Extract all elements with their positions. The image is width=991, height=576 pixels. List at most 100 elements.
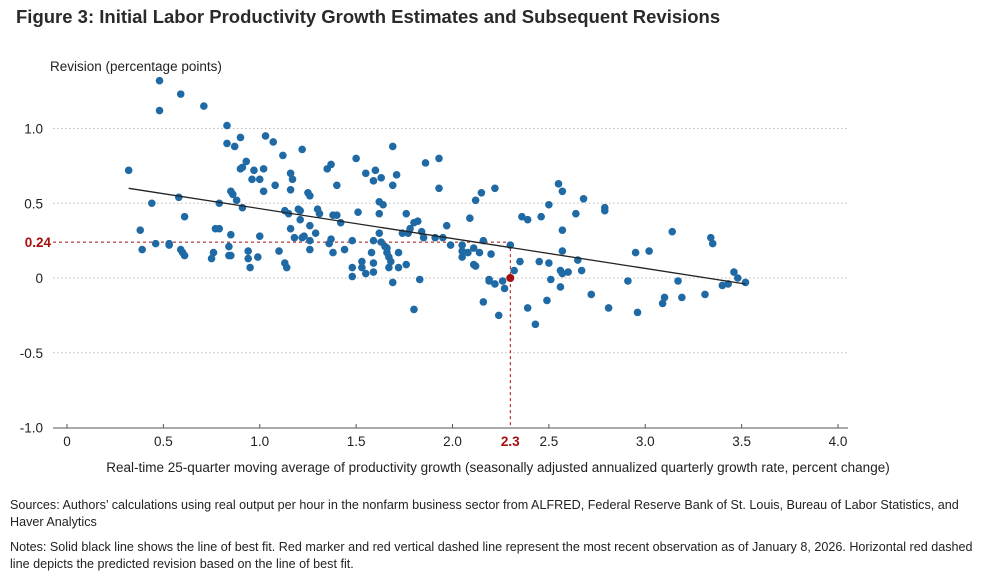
data-point [410, 305, 418, 314]
y-tick-label: 0 [35, 271, 43, 286]
data-point [329, 248, 337, 257]
data-point [388, 181, 397, 190]
data-point [348, 263, 357, 272]
data-point [242, 157, 251, 166]
reference-lines: 0.24 2.3 [25, 235, 520, 449]
data-point [358, 257, 366, 266]
data-point [466, 214, 474, 222]
data-point [587, 290, 596, 299]
data-point [375, 229, 384, 237]
data-point [236, 133, 245, 142]
data-point [244, 254, 252, 263]
data-point [306, 245, 314, 254]
data-point [288, 175, 297, 184]
data-point [523, 215, 532, 224]
data-point [275, 247, 283, 255]
x-tick-label: 3.0 [636, 434, 655, 449]
x-axis: 0 0.5 1.0 1.5 2.0 2.5 3.0 3.5 4.0 [53, 424, 848, 449]
data-point [392, 171, 401, 179]
data-point [406, 224, 414, 233]
best-fit-line-group [128, 187, 746, 285]
data-point [385, 263, 393, 272]
data-point [377, 174, 385, 182]
x-tick-label: 2.0 [443, 434, 462, 449]
data-point [479, 298, 488, 306]
data-point [471, 262, 480, 270]
data-point [387, 257, 395, 266]
data-point [336, 218, 345, 227]
best-fit-line [128, 187, 746, 285]
data-point [136, 226, 145, 234]
latest-observation-point [506, 274, 515, 282]
x-tick-label: 0.5 [154, 434, 173, 449]
data-point [558, 187, 567, 196]
data-point [244, 247, 252, 255]
data-point [180, 251, 189, 260]
gridlines: 1.0 0.5 0 -0.5 -1.0 [20, 122, 848, 436]
data-point [733, 274, 742, 282]
data-point [645, 247, 653, 255]
x-tick-label: 0 [63, 434, 71, 449]
data-point [394, 248, 403, 257]
data-point [435, 184, 443, 193]
data-point [510, 266, 518, 275]
highlight-point-group [506, 274, 515, 282]
data-point [282, 263, 291, 272]
data-point [361, 169, 370, 178]
data-point [369, 268, 378, 276]
data-point [254, 253, 262, 261]
data-point [475, 248, 484, 257]
data-point [176, 90, 185, 98]
data-point [358, 263, 366, 272]
data-point [543, 296, 551, 305]
data-point [215, 199, 224, 208]
x-tick-label: 3.5 [732, 434, 751, 449]
y-tick-label: 0.5 [24, 196, 43, 211]
data-point [311, 229, 320, 237]
data-point [225, 242, 233, 251]
x-tick-label: 4.0 [829, 434, 848, 449]
data-points [124, 76, 750, 329]
data-point [414, 217, 422, 225]
data-point [485, 277, 493, 285]
data-point [180, 212, 189, 221]
data-point [250, 166, 258, 175]
data-point [494, 311, 503, 320]
data-point [516, 257, 524, 266]
data-point [718, 281, 727, 290]
x-tick-label: 1.0 [250, 434, 269, 449]
data-point [491, 280, 499, 288]
data-point [200, 102, 208, 110]
data-point [207, 254, 216, 263]
data-point [259, 165, 268, 173]
data-point [572, 209, 580, 218]
data-point [421, 159, 430, 167]
data-point [296, 206, 305, 215]
data-point [402, 209, 411, 218]
data-point [306, 221, 314, 230]
data-point [230, 142, 239, 151]
x-tick-label: 1.5 [347, 434, 366, 449]
data-point [469, 244, 478, 252]
data-point [491, 184, 499, 193]
data-point [435, 154, 443, 163]
data-point [577, 266, 586, 275]
data-point [352, 154, 360, 163]
data-point [660, 293, 669, 302]
data-point [419, 233, 428, 242]
notes-text: Notes: Solid black line shows the line o… [10, 540, 973, 571]
data-point [678, 293, 686, 302]
data-point [306, 236, 314, 245]
data-point [375, 209, 384, 218]
data-point [290, 233, 299, 242]
data-point [174, 193, 183, 202]
data-point [545, 200, 553, 209]
data-point [232, 196, 241, 205]
data-point [228, 190, 237, 199]
data-point [730, 268, 738, 276]
data-point [327, 160, 335, 169]
y-axis-label: Revision (percentage points) [50, 59, 222, 74]
data-point [658, 299, 667, 308]
data-point [708, 239, 717, 248]
data-point [498, 277, 507, 285]
